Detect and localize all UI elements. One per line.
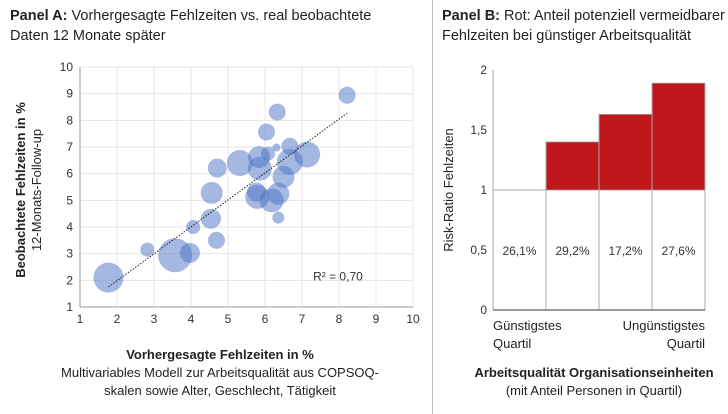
left-label-2: Quartil [493, 336, 532, 351]
data-label: 27,6% [661, 244, 695, 258]
bubble [257, 123, 275, 141]
x-tick-label: 2 [114, 312, 121, 326]
r-squared-label: R² = 0,70 [313, 269, 363, 283]
y-tick-label: 2 [480, 63, 487, 77]
right-label-2: Quartil [666, 336, 705, 351]
y-tick-label: 3 [66, 247, 73, 261]
panel-a-xlabel-line3: skalen sowie Alter, Geschlecht, Tätigkei… [104, 383, 336, 398]
y-tick-label: 7 [66, 140, 73, 154]
panel-a-title-line2: Daten 12 Monate später [10, 28, 166, 44]
bubble [272, 211, 285, 224]
panel-b-right-label: Ungünstigstes Quartil [623, 317, 705, 353]
x-tick-label: 1 [77, 312, 84, 326]
panel-a-xlabel-title: Vorhergesagte Fehlzeiten in % [126, 347, 314, 362]
y-tick-label: 2 [66, 273, 73, 287]
bubble [200, 181, 223, 204]
bubble [272, 143, 281, 152]
data-label: 29,2% [555, 244, 589, 258]
x-tick-label: 8 [336, 312, 343, 326]
x-tick-label: 4 [188, 312, 195, 326]
right-label-1: Ungünstigstes [622, 318, 705, 333]
risk-bar [545, 141, 600, 191]
y-tick-label: 6 [66, 167, 73, 181]
bubble [247, 156, 272, 181]
panel-a-title-text: Vorhergesagte Fehlzeiten vs. real beobac… [67, 8, 372, 24]
panel-divider [432, 0, 433, 414]
bubble [179, 242, 200, 263]
panel-b-title-line2: Fehlzeiten bei günstiger Arbeitsqualität [442, 28, 692, 44]
bubble [260, 146, 275, 161]
y-tick-label: 4 [66, 220, 73, 234]
x-tick-label: 10 [406, 312, 420, 326]
bubble [272, 165, 295, 188]
bubble [93, 262, 124, 293]
bubble [226, 150, 253, 176]
panel-b-xlabel-line2: (mit Anteil Personen in Quartil) [505, 383, 683, 398]
bubble [186, 220, 201, 234]
bubble [200, 208, 221, 229]
y-tick-label: 10 [60, 60, 74, 74]
bubble [338, 86, 356, 104]
bubble [208, 231, 226, 249]
panel-a-label: Panel A: [10, 8, 68, 24]
y-tick-label: 1,5 [470, 123, 487, 137]
panel-b-left-label: Günstigstes Quartil [493, 317, 562, 353]
x-tick-label: 7 [299, 312, 306, 326]
panel-a-title: Panel A: Vorhergesagte Fehlzeiten vs. re… [10, 6, 371, 46]
panel-b-label: Panel B: [442, 8, 501, 24]
risk-bar [598, 114, 653, 191]
y-tick-label: 0 [480, 303, 487, 317]
panel-b-xlabel-title: Arbeitsqualität Organisationseinheiten [474, 365, 714, 380]
panel-a-xlabel-line2: Multivariables Modell zur Arbeitsqualitä… [61, 365, 379, 380]
x-tick-label: 3 [151, 312, 158, 326]
x-tick-label: 5 [225, 312, 232, 326]
y-tick-label: 1 [66, 300, 73, 314]
trendline [108, 112, 348, 288]
y-tick-label: 8 [66, 113, 73, 127]
y-tick-label: 9 [66, 87, 73, 101]
bubble [268, 103, 286, 121]
panel-b-title-text: Rot: Anteil potenziell vermeidbarer [500, 8, 725, 24]
x-tick-label: 9 [373, 312, 380, 326]
x-tick-label: 6 [262, 312, 269, 326]
bubble [246, 182, 266, 202]
bubble [207, 158, 227, 178]
panel-a-xlabel: Vorhergesagte Fehlzeiten in % Multivaria… [40, 346, 400, 400]
left-label-1: Günstigstes [493, 318, 562, 333]
panel-b-xlabel: Arbeitsqualität Organisationseinheiten (… [460, 364, 728, 400]
bubble [267, 182, 290, 205]
panel-b-title: Panel B: Rot: Anteil potenziell vermeidb… [442, 6, 725, 46]
risk-bar [651, 82, 706, 191]
bubble [140, 242, 155, 257]
panel-b-ylabel: Risk-Ratio Fehlzeiten [441, 128, 456, 252]
y-tick-label: 5 [66, 193, 73, 207]
y-tick-label: 1 [480, 183, 487, 197]
data-label: 17,2% [608, 244, 642, 258]
panel-a-ylabel: Beobachtete Fehlzeiten in % [13, 102, 28, 278]
y-tick-label: 0,5 [470, 243, 487, 257]
data-label: 26,1% [502, 244, 536, 258]
panel-a-ylabel-sub: 12-Monats-Follow-up [29, 129, 44, 251]
